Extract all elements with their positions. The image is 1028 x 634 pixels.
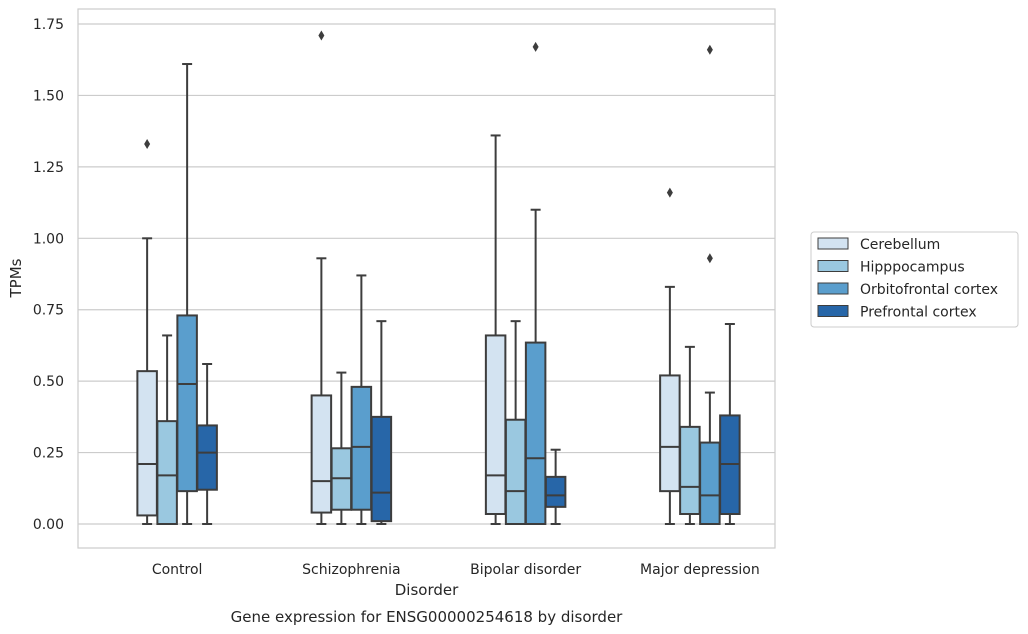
y-tick-label: 1.00 [33,231,64,247]
y-tick-label: 0.25 [33,446,64,462]
box-iqr [136,370,158,517]
box-hipppocampus [504,320,527,526]
y-tick-labels: 0.00 0.25 0.50 0.75 1.00 1.25 1.50 1.75 [33,17,64,533]
box-iqr [176,314,198,493]
box-orbitofrontal-cortex [524,41,547,525]
box-iqr [524,341,547,525]
y-tick-label: 1.25 [33,160,64,176]
box-iqr [156,420,178,526]
y-tick-label: 1.75 [33,17,64,33]
box-cerebellum [136,139,158,525]
x-tick-label: Schizophrenia [302,562,400,578]
box-cerebellum [310,30,333,525]
box-iqr [350,385,373,511]
box-prefrontal-cortex [544,448,567,525]
legend-swatch [817,282,849,295]
box-iqr [699,441,721,525]
box-orbitofrontal-cortex [350,274,373,525]
legend-swatch [817,260,849,272]
box-iqr [659,374,681,493]
y-tick-label: 0.50 [33,374,64,390]
box-hipppocampus [679,345,701,525]
plot-frame [77,8,776,549]
legend-swatch [817,237,849,250]
outlier-point [666,187,673,198]
outlier-point [144,139,151,150]
box-orbitofrontal-cortex [176,63,198,525]
chart-caption: Gene expression for ENSG00000254618 by d… [231,608,624,626]
y-tick-label: 0.75 [33,303,64,319]
x-tick-labels: Control Schizophrenia Bipolar disorder Majo… [152,562,760,578]
box-prefrontal-cortex [370,320,393,525]
box-hipppocampus [330,371,353,525]
box-cerebellum [659,187,681,525]
outlier-point [706,44,713,55]
box-iqr [484,334,507,516]
x-axis-label: Disorder [395,581,459,599]
box-prefrontal-cortex [196,363,218,525]
box-iqr [196,424,218,491]
box-prefrontal-cortex [719,323,741,525]
box-orbitofrontal-cortex [699,44,721,525]
y-axis-label: TPMs [7,258,25,298]
x-tick-label: Control [152,562,203,578]
legend-label: Cerebellum [860,237,940,253]
y-tick-label: 1.50 [33,88,64,104]
box-iqr [679,425,701,516]
legend-label: Orbitofrontal cortex [860,282,998,298]
outlier-point [706,253,713,264]
box-iqr [310,394,333,514]
legend-label: Prefrontal cortex [860,305,977,321]
box-iqr [544,475,567,508]
box-hipppocampus [156,334,178,526]
x-tick-label: Bipolar disorder [470,562,581,578]
box-plots [136,30,741,526]
outlier-point [532,41,539,52]
box-cerebellum [484,134,507,525]
legend: Cerebellum Hipppocampus Orbitofrontal cort… [810,231,1019,328]
legend-swatch [817,305,849,317]
box-iqr [504,418,527,526]
box-iqr [370,415,393,523]
x-tick-label: Major depression [640,562,760,578]
y-tick-label: 0.00 [33,517,64,533]
legend-frame [810,231,1019,328]
legend-label: Hipppocampus [860,260,965,276]
outlier-point [318,30,325,41]
